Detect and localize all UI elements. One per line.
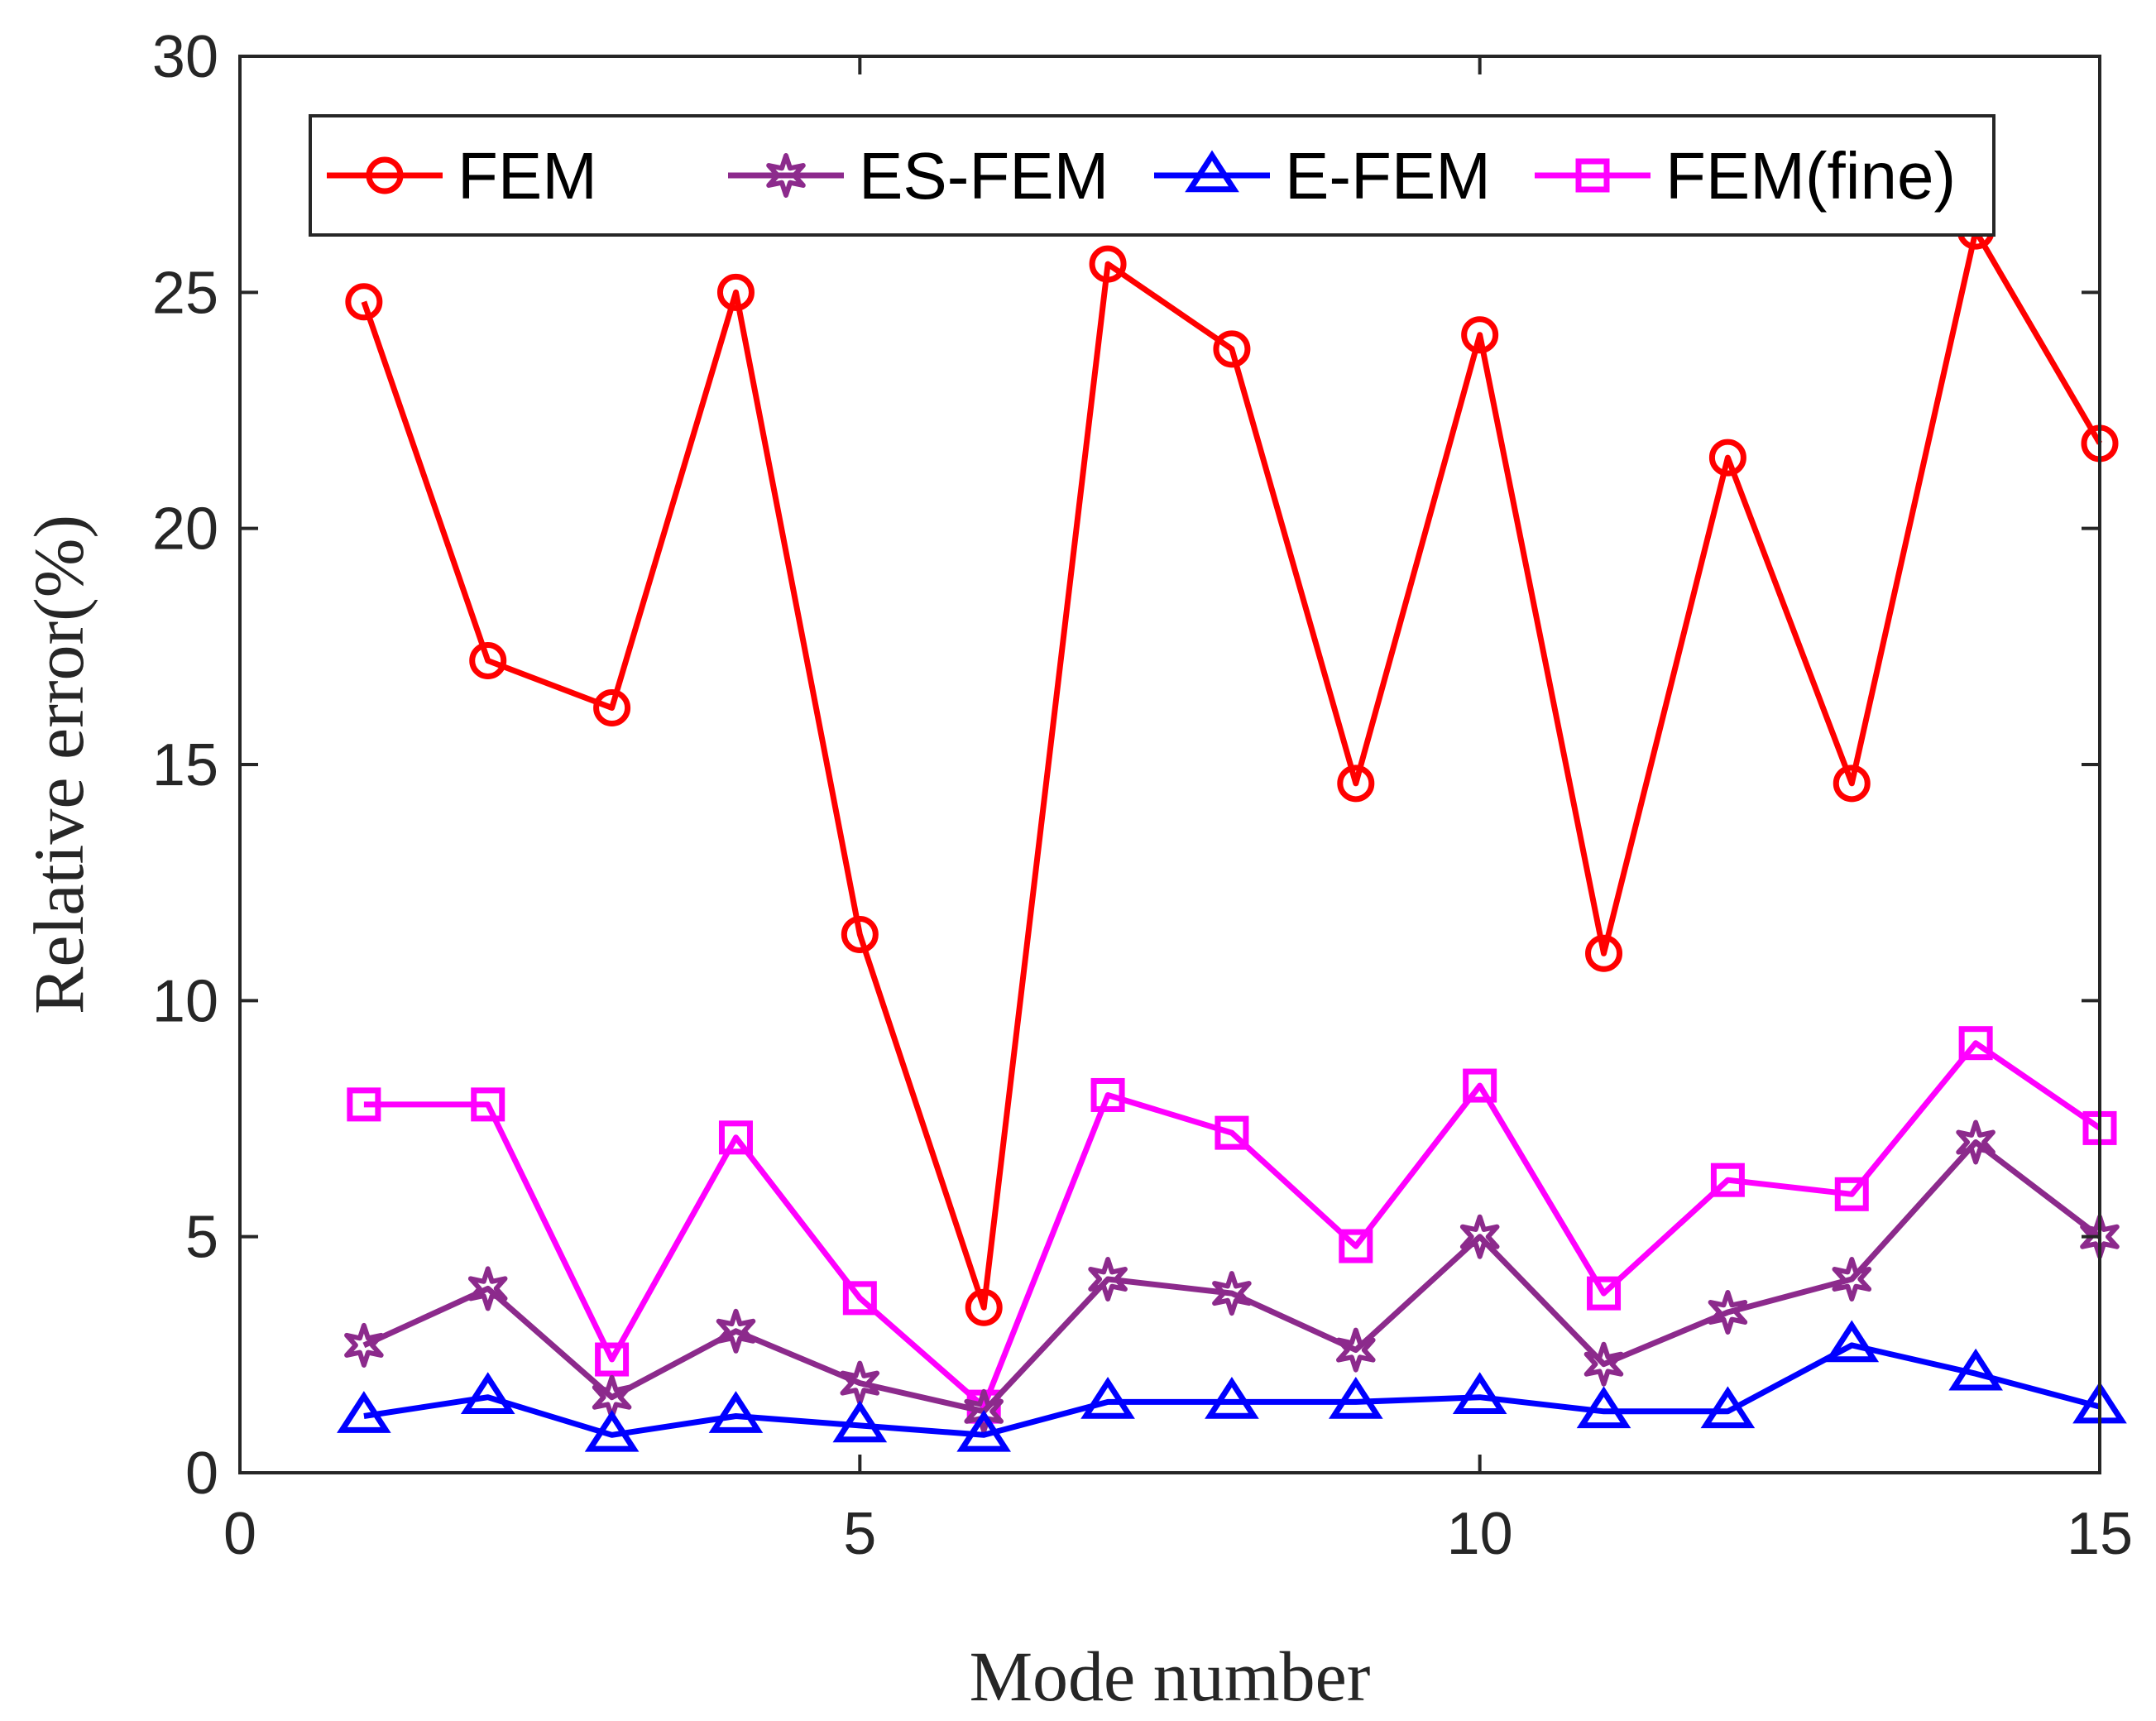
data-point-fem	[1089, 245, 1127, 283]
data-point-e-fem	[584, 1409, 640, 1452]
data-point-fem-fine	[1463, 1068, 1497, 1103]
series-line-fem-fine	[363, 1040, 2101, 1410]
legend-label-fem-fine: FEM(fine)	[1665, 139, 1956, 213]
data-point-fem	[1833, 765, 1871, 803]
data-point-e-fem	[1700, 1386, 1756, 1429]
y-tick-label: 15	[152, 732, 218, 798]
data-point-es-fem	[1336, 1327, 1376, 1373]
data-point-fem	[1213, 330, 1251, 368]
legend-label-e-fem: E-FEM	[1285, 139, 1491, 213]
data-point-fem	[1708, 439, 1746, 477]
data-point-es-fem	[1583, 1341, 1624, 1387]
data-point-fem-fine	[347, 1087, 381, 1122]
data-point-e-fem	[1452, 1372, 1507, 1414]
series-line-es-fem	[362, 1139, 2102, 1415]
legend-marker-e-fem	[1185, 150, 1239, 193]
data-point-fem-fine	[1587, 1276, 1622, 1311]
data-point-fem-fine	[1834, 1177, 1869, 1211]
legend-entry-es-fem: ES-FEM	[728, 139, 1109, 213]
legend-marker-fem	[366, 156, 404, 194]
series-fem	[345, 212, 2119, 1326]
data-point-fem-fine	[1215, 1115, 1249, 1150]
y-axis-title: Relative error(%)	[19, 515, 98, 1014]
x-tick-label: 5	[843, 1501, 876, 1567]
data-point-e-fem	[460, 1372, 515, 1414]
data-point-e-fem	[1205, 1376, 1259, 1419]
data-point-fem	[593, 689, 631, 727]
y-tick-label: 10	[152, 968, 218, 1034]
data-point-es-fem	[964, 1388, 1004, 1434]
data-point-fem	[841, 915, 879, 953]
data-point-es-fem	[1708, 1290, 1748, 1335]
x-axis-title: Mode number	[970, 1637, 1371, 1716]
data-point-fem-fine	[718, 1120, 753, 1155]
data-point-es-fem	[1212, 1271, 1252, 1316]
y-tick-label: 5	[185, 1205, 218, 1271]
data-point-fem	[469, 641, 507, 679]
data-point-fem	[1585, 934, 1623, 972]
data-point-fem	[716, 273, 755, 311]
data-point-fem-fine	[1090, 1077, 1125, 1112]
series-fem-fine	[347, 1026, 2117, 1424]
legend-label-fem: FEM	[458, 139, 597, 213]
y-tick-label: 30	[152, 24, 218, 90]
series-line-fem	[361, 228, 2103, 1311]
data-point-e-fem	[708, 1391, 764, 1433]
data-point-e-fem	[1948, 1348, 2003, 1391]
legend-entry-fem-fine: FEM(fine)	[1535, 139, 1956, 213]
data-point-fem-fine	[471, 1087, 505, 1122]
legend-entry-e-fem: E-FEM	[1154, 139, 1491, 213]
data-point-fem-fine	[1339, 1229, 1373, 1263]
legend-marker-fem-fine	[1575, 158, 1610, 193]
legend-entry-fem: FEM	[327, 139, 597, 213]
data-point-fem	[1461, 316, 1499, 354]
x-tick-label: 15	[2067, 1501, 2133, 1567]
data-point-fem-fine	[595, 1342, 630, 1377]
data-point-e-fem	[832, 1400, 888, 1443]
data-point-fem	[345, 283, 383, 321]
data-point-fem-fine	[1958, 1026, 1993, 1061]
data-point-es-fem	[716, 1308, 756, 1354]
y-tick-label: 20	[152, 496, 218, 563]
data-point-e-fem	[1576, 1386, 1631, 1429]
y-tick-label: 25	[152, 260, 218, 326]
data-point-es-fem	[1956, 1119, 1995, 1165]
data-point-e-fem	[1328, 1376, 1383, 1419]
data-point-e-fem	[956, 1409, 1012, 1452]
data-point-es-fem	[1088, 1257, 1128, 1302]
data-point-fem-fine	[842, 1281, 877, 1316]
data-point-es-fem	[1459, 1214, 1500, 1259]
data-point-es-fem	[1832, 1257, 1872, 1302]
data-point-es-fem	[344, 1322, 384, 1368]
legend-label-es-fem: ES-FEM	[859, 139, 1109, 213]
data-point-es-fem	[467, 1266, 508, 1311]
series-e-fem	[337, 1320, 2127, 1452]
series-line-e-fem	[363, 1342, 2101, 1438]
data-point-e-fem	[337, 1391, 391, 1433]
legend: FEM ES-FEM E-FEM FEM(fine)	[309, 114, 1995, 237]
data-point-fem	[1337, 765, 1375, 803]
x-tick-label: 10	[1447, 1501, 1513, 1567]
y-tick-label: 0	[185, 1441, 218, 1507]
x-tick-label: 0	[223, 1501, 256, 1567]
legend-marker-es-fem	[766, 153, 806, 198]
legend-box	[309, 114, 1995, 237]
data-point-e-fem	[1080, 1376, 1135, 1419]
data-point-e-fem	[1824, 1320, 1880, 1363]
data-point-fem	[965, 1288, 1003, 1326]
data-point-fem-fine	[1710, 1163, 1745, 1197]
